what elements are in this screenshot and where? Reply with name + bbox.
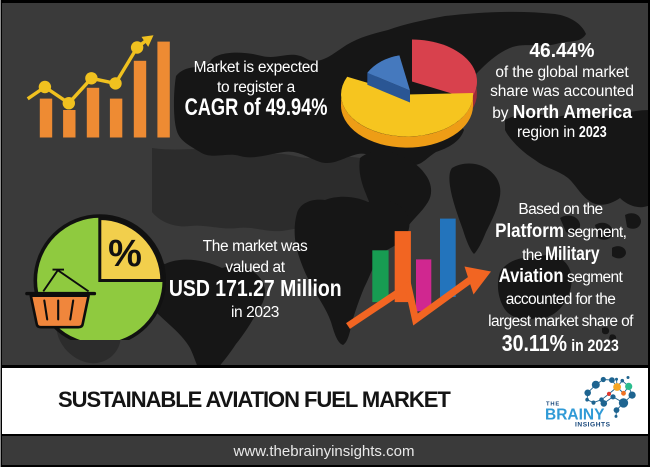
svg-text:THE: THE [546,402,560,408]
svg-text:BRAINY: BRAINY [545,407,605,424]
svg-text:INSIGHTS: INSIGHTS [575,422,611,429]
svg-text:%: % [108,233,142,275]
